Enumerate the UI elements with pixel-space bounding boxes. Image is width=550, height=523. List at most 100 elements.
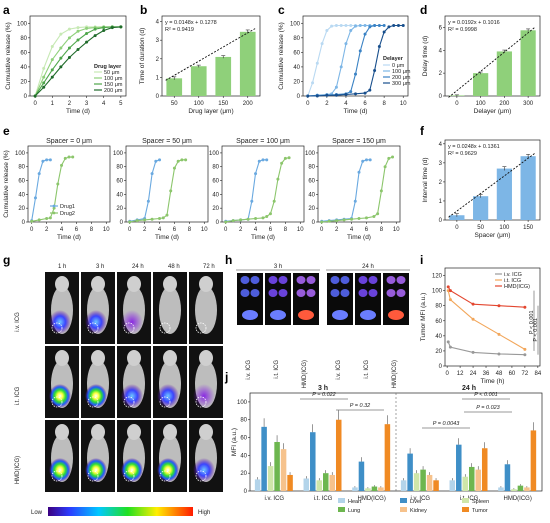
e3-point-series-1 [272, 199, 276, 203]
g-row-label-1: i.v. ICG [15, 312, 21, 332]
j-bar-g1-c2-s2 [511, 489, 517, 491]
e3-ytick-label: 40 [212, 192, 219, 198]
e2-point-series-1 [180, 158, 184, 162]
e1-point-series-1 [60, 163, 64, 167]
organ-sample [240, 289, 250, 297]
j-bar-g0-c1-s0 [303, 478, 310, 491]
i-ytick-label: 20 [435, 349, 442, 355]
c-point-series-3 [387, 25, 391, 29]
h-time-label-2: 24 h [362, 264, 374, 270]
e1-point-series-1 [56, 182, 60, 186]
tumor-region-marker [195, 322, 207, 334]
panel-label-i: i [420, 253, 423, 267]
e2-plot-frame [125, 145, 209, 223]
e4-point-series-1 [383, 165, 387, 169]
a-point-series-1 [59, 46, 63, 50]
fluorescence-signal [85, 384, 107, 408]
a-xtick-label: 2 [68, 101, 72, 107]
e4-point-series-0 [357, 170, 361, 174]
e4-point-series-1 [342, 218, 346, 222]
j-bar-g1-c1-s4 [475, 469, 482, 491]
tumor-region-marker [123, 396, 135, 408]
tumor-region-marker [51, 470, 63, 482]
a-point-series-3 [102, 29, 106, 33]
j-ytick-label: 80 [240, 418, 247, 424]
e2-point-series-0 [154, 159, 158, 163]
e4-point-series-0 [368, 158, 372, 162]
mouse-head [55, 424, 69, 440]
h-time-label-1: 3 h [274, 264, 282, 270]
a-point-series-1 [67, 36, 71, 40]
j-bar-g1-c1-s2 [462, 476, 469, 491]
b-bar-0 [166, 78, 183, 96]
a-point-series-2 [76, 38, 80, 42]
c-legend-label-1: 100 μm [392, 69, 411, 75]
f-plot-frame [444, 139, 541, 221]
c-ytick-label: 60 [293, 50, 300, 56]
b-xtick-label: 200 [243, 101, 254, 107]
e4-point-series-0 [361, 159, 365, 163]
d-ytick-label: 6 [439, 25, 443, 31]
i-point-series-1 [471, 317, 475, 321]
colorbar [48, 507, 193, 516]
e4-ytick-label: 40 [308, 192, 315, 198]
organ-sample-tumor [270, 310, 286, 320]
d-bar-1 [473, 73, 489, 96]
e1-line-series-0 [31, 159, 51, 221]
a-point-series-2 [102, 26, 106, 30]
e2-ytick-label: 40 [116, 192, 123, 198]
j-bar-g1-c1-s5 [481, 448, 488, 491]
j-legend-label-1: Liver [410, 499, 422, 505]
e3-point-series-1 [283, 156, 287, 160]
f-ytick-label: 0 [439, 218, 443, 224]
c-point-series-3 [396, 23, 400, 27]
c-plot-frame [302, 15, 409, 97]
panel-label-h: h [225, 253, 232, 267]
e1-xtick-label: 0 [30, 227, 34, 233]
e4-xtick-label: 8 [380, 227, 384, 233]
i-legend-label-1: i.t. ICG [504, 278, 521, 284]
panel-label-g: g [3, 253, 10, 267]
g-col-label-1: 1 h [58, 264, 66, 270]
c-ytick-label: 80 [293, 36, 300, 42]
e1-point-series-1 [67, 155, 71, 159]
organ-sample [250, 276, 260, 284]
e3-ytick-label: 20 [212, 206, 219, 212]
d-ytick-label: 4 [439, 48, 443, 54]
j-annotation-0: P = 0.022 [312, 392, 336, 398]
e3-point-series-0 [265, 158, 269, 162]
b-ytick-label: 1 [156, 75, 160, 81]
e4-x-axis-label: Time (d) [347, 234, 371, 241]
f-fit-equation: y = 0.0248x + 0.1361 [448, 144, 500, 150]
c-point-series-0 [325, 29, 329, 33]
e1-line-series-1 [31, 156, 73, 222]
i-x-axis-label: Time (h) [481, 378, 505, 385]
b-xtick-label: 50 [171, 101, 178, 107]
c-point-series-3 [344, 93, 348, 97]
a-point-series-2 [50, 68, 54, 72]
j-legend-swatch-4 [400, 507, 407, 512]
mouse-head [91, 350, 105, 366]
j-bar-g0-c1-s2 [316, 480, 323, 491]
j-bar-g1-c1-s0 [449, 480, 456, 491]
i-point-series-1 [497, 332, 501, 336]
c-point-series-1 [339, 65, 343, 69]
e2-ytick-label: 0 [120, 220, 124, 226]
fluorescence-signal [157, 384, 179, 408]
i-legend-label-2: HMD(ICG) [504, 284, 530, 290]
j-xtick-label-0-0: i.v. ICG [265, 496, 285, 502]
c-xtick-label: 4 [344, 101, 348, 107]
organ-image-grid [237, 273, 409, 325]
a-point-series-1 [42, 75, 46, 79]
i-plot-frame [444, 267, 541, 367]
a-point-series-1 [50, 58, 54, 62]
i-point-series-1 [523, 347, 527, 351]
e-legend-label-1: Drug2 [60, 211, 75, 217]
j-bar-g0-c1-s3 [323, 473, 329, 491]
fluorescence-signal [121, 310, 143, 334]
c-line-series-2 [307, 24, 385, 97]
a-point-series-1 [76, 29, 80, 33]
organ-sample [386, 289, 396, 297]
mouse-head [199, 276, 213, 292]
fluorescence-signal [121, 384, 143, 408]
